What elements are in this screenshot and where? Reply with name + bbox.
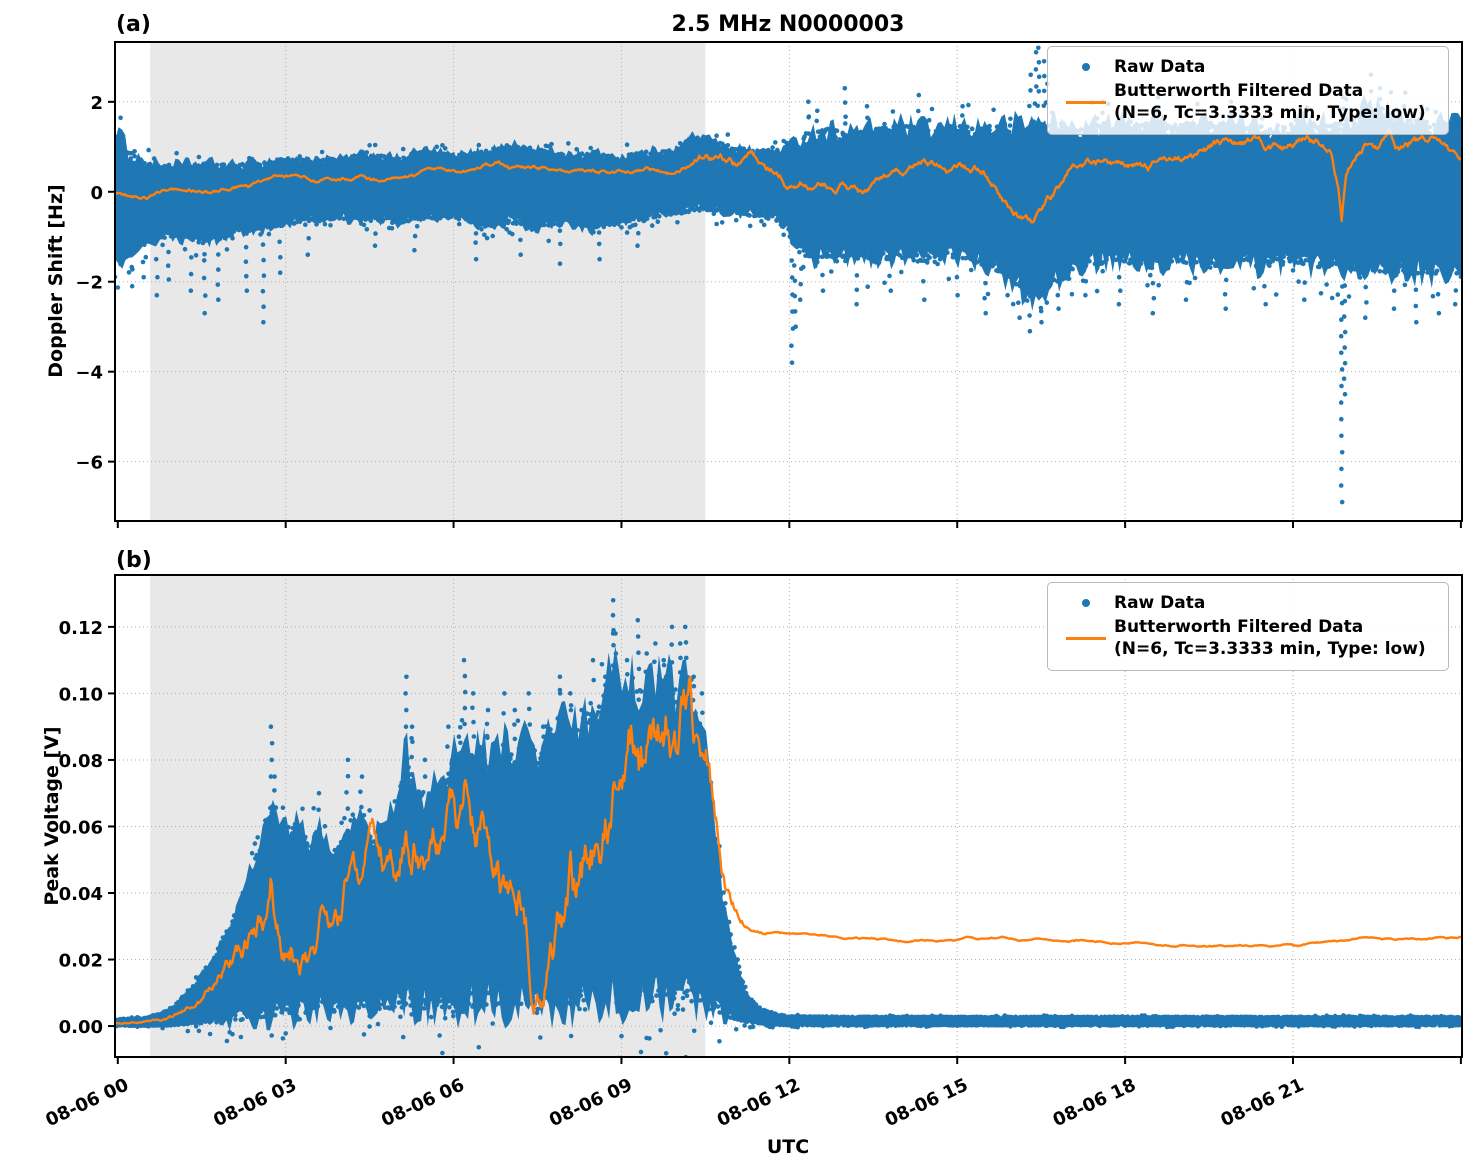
panel-a: 2 0 −2 −4 −6 bbox=[75, 41, 1463, 528]
y-axis-label-voltage: Peak Voltage [V] bbox=[41, 726, 63, 905]
ticks: 2 0 −2 −4 −6 bbox=[75, 93, 1462, 528]
x-tick-label: 08-06 21 bbox=[1218, 1074, 1307, 1131]
legend-filtered-label: Butterworth Filtered Data (N=6, Tc=3.3333… bbox=[1114, 617, 1426, 660]
filtered-line bbox=[115, 675, 1462, 1026]
filtered-line bbox=[115, 128, 1462, 224]
legend-item-raw: Raw Data bbox=[1058, 56, 1438, 78]
raw-data-band bbox=[115, 645, 1462, 1032]
y-tick-label: 0.04 bbox=[59, 884, 103, 905]
legend-raw-label: Raw Data bbox=[1114, 57, 1206, 77]
legend-raw-label: Raw Data bbox=[1114, 593, 1206, 613]
x-tick-label: 08-06 09 bbox=[546, 1074, 635, 1131]
y-tick-label: 0.00 bbox=[59, 1017, 103, 1038]
chart-title: 2.5 MHz N0000003 bbox=[672, 12, 905, 37]
x-tick-label: 08-06 03 bbox=[210, 1074, 299, 1131]
y-tick-label: 2 bbox=[90, 93, 103, 114]
raw-data-dot-icon bbox=[1058, 63, 1114, 72]
raw-data-dot-icon bbox=[1058, 599, 1114, 608]
panel-b-tag: (b) bbox=[116, 548, 152, 573]
panels-root: 2 0 −2 −4 −6 08-06 00 08-06 03 08-06 06 08-06 09… bbox=[42, 41, 1463, 1131]
legend-item-filtered: Butterworth Filtered Data (N=6, Tc=3.3333… bbox=[1058, 616, 1438, 660]
raw-data-outliers bbox=[268, 598, 705, 1022]
filtered-data-line-icon bbox=[1058, 636, 1114, 640]
y-tick-label: −4 bbox=[75, 363, 103, 384]
y-axis-label-doppler: Doppler Shift [Hz] bbox=[45, 184, 67, 377]
y-tick-label: 0.08 bbox=[59, 751, 103, 772]
x-tick-label: 08-06 12 bbox=[714, 1074, 803, 1131]
y-tick-label: −6 bbox=[75, 453, 103, 474]
filtered-data-line-icon bbox=[1058, 100, 1114, 104]
y-tick-label: 0.06 bbox=[59, 817, 103, 838]
legend-item-raw: Raw Data bbox=[1058, 592, 1438, 614]
x-tick-label: 08-06 00 bbox=[42, 1074, 131, 1131]
x-axis-label: UTC bbox=[767, 1136, 809, 1158]
y-tick-label: 0 bbox=[90, 183, 103, 204]
legend-panel-b: Raw Data Butterworth Filtered Data (N=6, … bbox=[1047, 582, 1449, 672]
raw-data-band bbox=[115, 94, 1462, 311]
x-tick-label: 08-06 06 bbox=[378, 1074, 467, 1131]
legend-filtered-label: Butterworth Filtered Data (N=6, Tc=3.3333… bbox=[1114, 81, 1426, 124]
legend-panel-a: Raw Data Butterworth Filtered Data (N=6, … bbox=[1047, 46, 1449, 136]
x-tick-label: 08-06 15 bbox=[882, 1074, 971, 1131]
y-tick-label: 0.10 bbox=[59, 684, 103, 705]
y-tick-label: 0.02 bbox=[59, 951, 103, 972]
raw-data-scatter bbox=[115, 631, 1462, 1057]
panel-a-tag: (a) bbox=[116, 12, 151, 37]
y-tick-label: −2 bbox=[75, 273, 103, 294]
data-area bbox=[115, 598, 1462, 1057]
x-tick-label: 08-06 18 bbox=[1050, 1074, 1139, 1131]
y-tick-label: 0.12 bbox=[59, 618, 103, 639]
legend-item-filtered: Butterworth Filtered Data (N=6, Tc=3.3333… bbox=[1058, 80, 1438, 124]
